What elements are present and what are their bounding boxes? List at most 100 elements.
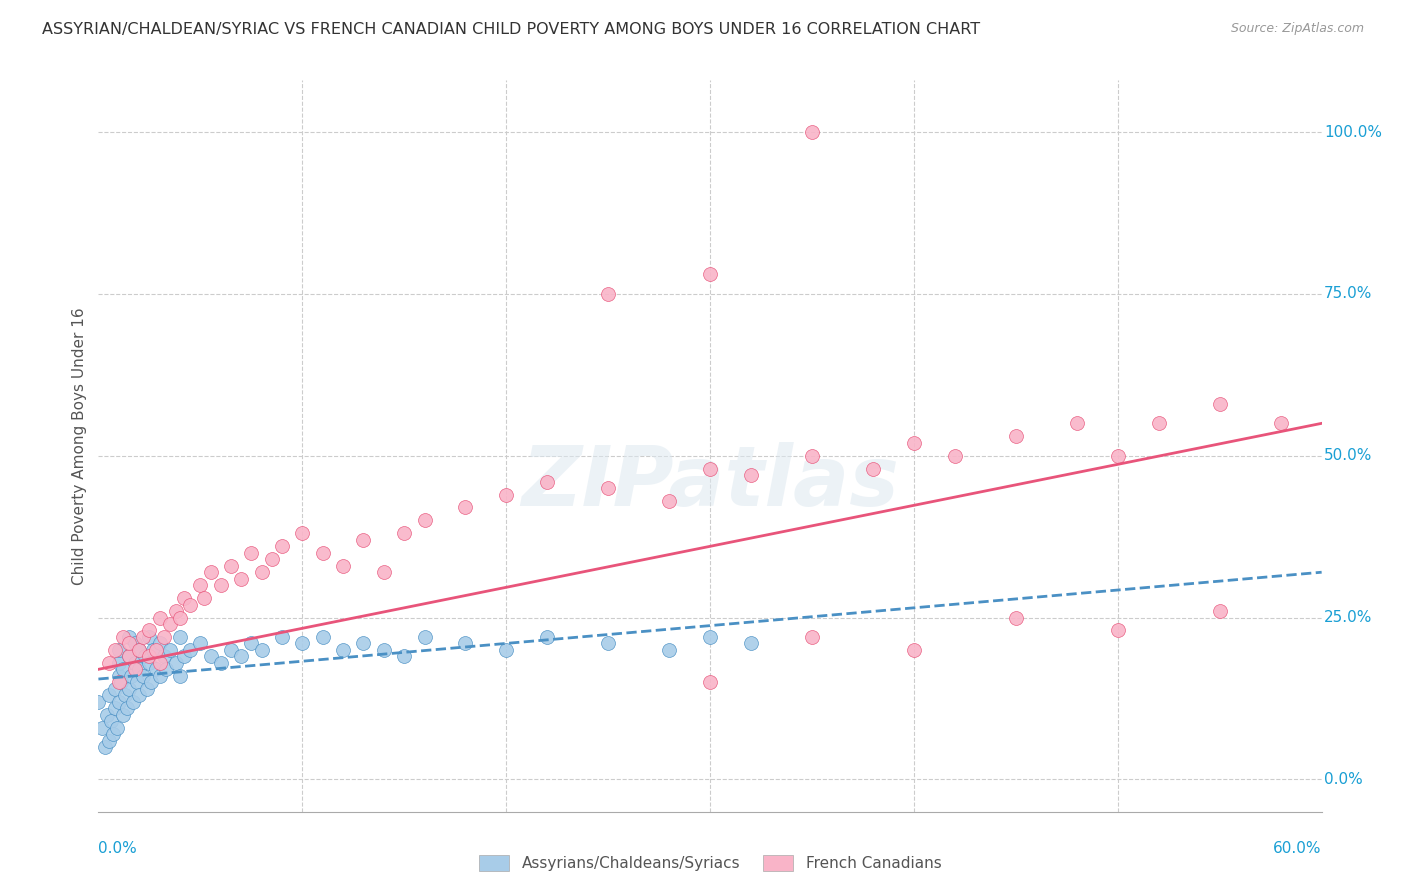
Point: [114, 688, 136, 702]
Point: [658, 643, 681, 657]
Point: [97, 688, 120, 702]
Point: [1107, 624, 1129, 638]
Point: [270, 539, 294, 553]
Point: [173, 591, 195, 606]
Point: [209, 656, 232, 670]
Point: [240, 636, 263, 650]
Point: [209, 578, 232, 592]
Point: [118, 681, 141, 696]
Point: [1107, 449, 1129, 463]
Point: [332, 558, 354, 573]
Point: [373, 566, 395, 580]
Point: [332, 643, 354, 657]
Point: [536, 630, 558, 644]
Point: [100, 714, 122, 728]
Point: [138, 624, 160, 638]
Point: [118, 630, 141, 644]
Point: [1147, 417, 1170, 431]
Point: [200, 566, 222, 580]
Point: [128, 688, 150, 702]
Point: [740, 636, 762, 650]
Point: [115, 701, 138, 715]
Point: [110, 675, 132, 690]
Point: [165, 656, 187, 670]
Point: [105, 721, 128, 735]
Text: 50.0%: 50.0%: [1324, 448, 1372, 463]
Point: [118, 649, 141, 664]
Point: [108, 695, 131, 709]
Point: [149, 636, 172, 650]
Point: [132, 669, 155, 683]
Point: [219, 558, 242, 573]
Point: [801, 449, 824, 463]
Point: [1270, 417, 1292, 431]
Point: [495, 643, 517, 657]
Text: 0.0%: 0.0%: [98, 841, 138, 856]
Point: [138, 630, 160, 644]
Point: [145, 662, 167, 676]
Point: [124, 636, 146, 650]
Point: [91, 721, 114, 735]
Point: [250, 643, 273, 657]
Point: [97, 733, 120, 747]
Point: [536, 475, 558, 489]
Point: [1066, 417, 1088, 431]
Point: [128, 662, 150, 676]
Point: [145, 643, 167, 657]
Point: [152, 630, 174, 644]
Point: [87, 695, 110, 709]
Point: [159, 643, 181, 657]
Point: [291, 526, 314, 541]
Point: [149, 656, 172, 670]
Point: [101, 727, 124, 741]
Point: [97, 656, 120, 670]
Point: [134, 649, 156, 664]
Point: [138, 656, 160, 670]
Point: [108, 675, 131, 690]
Point: [699, 461, 721, 475]
Point: [159, 617, 181, 632]
Point: [188, 578, 212, 592]
Point: [104, 643, 127, 657]
Point: [200, 649, 222, 664]
Point: [152, 649, 174, 664]
Text: 60.0%: 60.0%: [1274, 841, 1322, 856]
Point: [352, 533, 374, 547]
Point: [169, 610, 191, 624]
Point: [903, 435, 925, 450]
Text: 25.0%: 25.0%: [1324, 610, 1372, 625]
Point: [136, 681, 159, 696]
Point: [165, 604, 187, 618]
Text: Source: ZipAtlas.com: Source: ZipAtlas.com: [1230, 22, 1364, 36]
Point: [943, 449, 966, 463]
Point: [179, 598, 201, 612]
Point: [128, 643, 150, 657]
Point: [108, 643, 131, 657]
Point: [219, 643, 242, 657]
Point: [149, 610, 172, 624]
Point: [1209, 604, 1232, 618]
Point: [111, 707, 134, 722]
Text: ASSYRIAN/CHALDEAN/SYRIAC VS FRENCH CANADIAN CHILD POVERTY AMONG BOYS UNDER 16 CO: ASSYRIAN/CHALDEAN/SYRIAC VS FRENCH CANAD…: [42, 22, 980, 37]
Point: [132, 630, 155, 644]
Point: [173, 649, 195, 664]
Point: [699, 675, 721, 690]
Point: [108, 656, 131, 670]
Point: [598, 286, 620, 301]
Point: [155, 662, 177, 676]
Point: [93, 739, 115, 754]
Point: [231, 572, 253, 586]
Point: [373, 643, 395, 657]
Point: [291, 636, 314, 650]
Point: [1004, 429, 1026, 443]
Point: [169, 669, 191, 683]
Point: [699, 630, 721, 644]
Point: [1209, 397, 1232, 411]
Point: [598, 636, 620, 650]
Point: [495, 487, 517, 501]
Point: [96, 707, 118, 722]
Text: 0.0%: 0.0%: [1324, 772, 1362, 787]
Legend: Assyrians/Chaldeans/Syriacs, French Canadians: Assyrians/Chaldeans/Syriacs, French Cana…: [472, 849, 948, 877]
Text: 75.0%: 75.0%: [1324, 286, 1372, 301]
Point: [260, 552, 283, 566]
